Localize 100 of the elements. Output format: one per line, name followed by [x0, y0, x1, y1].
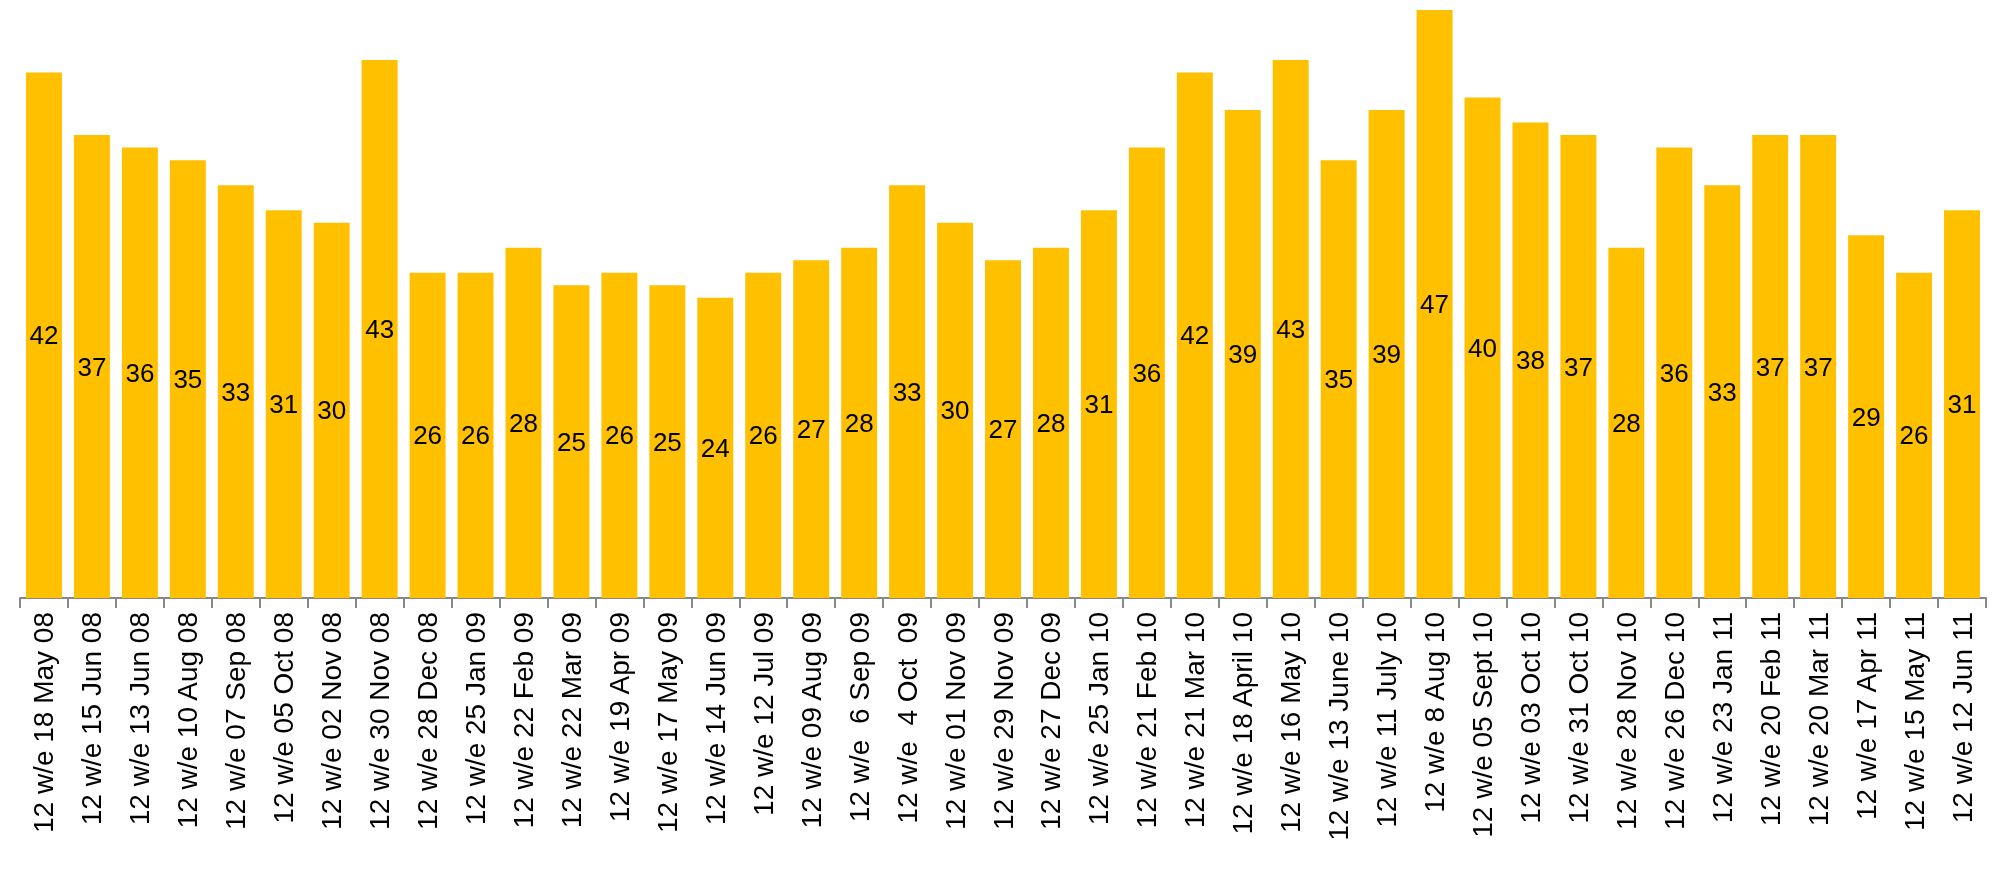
data-label: 35: [173, 364, 203, 395]
bar: [505, 247, 542, 598]
data-label: 36: [1132, 357, 1162, 388]
data-label: 35: [1324, 364, 1354, 395]
x-tick-label: 12 w/e 21 Mar 10: [1179, 612, 1211, 829]
bar: [1320, 160, 1357, 598]
x-tick-label: 12 w/e 12 Jul 09: [747, 612, 779, 816]
data-label: 31: [269, 389, 299, 420]
data-label: 31: [1947, 389, 1977, 420]
x-tick-label: 12 w/e 16 May 10: [1275, 612, 1307, 834]
bar: [1416, 10, 1453, 598]
bar: [457, 272, 494, 598]
bar: [1608, 247, 1645, 598]
bar: [1848, 235, 1885, 598]
data-label: 40: [1468, 332, 1497, 363]
x-tick-label: 12 w/e 15 Jun 08: [76, 612, 108, 826]
bar: [361, 60, 398, 598]
x-tick-label: 12 w/e 11 July 10: [1371, 612, 1403, 828]
x-tick-label: 12 w/e 28 Nov 10: [1610, 612, 1642, 830]
bar: [793, 260, 830, 598]
bar: [1032, 247, 1069, 598]
data-label: 39: [1228, 339, 1258, 370]
x-tick-label: 12 w/e 29 Nov 09: [987, 612, 1019, 830]
x-tick-label: 12 w/e 20 Feb 11: [1754, 612, 1786, 827]
x-tick-label: 12 w/e 15 May 11: [1898, 612, 1930, 831]
data-label: 27: [988, 414, 1018, 445]
data-label: 30: [317, 395, 347, 426]
x-tick-label: 12 w/e 26 Dec 10: [1658, 612, 1690, 830]
bar: [1224, 110, 1261, 598]
x-tick-label: 12 w/e 4 Oct 09: [891, 612, 923, 824]
x-tick-label: 12 w/e 22 Mar 09: [555, 612, 587, 829]
x-tick-label: 12 w/e 09 Aug 09: [795, 612, 827, 829]
data-label: 29: [1851, 401, 1881, 432]
bar: [265, 210, 302, 598]
x-tick-label: 12 w/e 30 Nov 08: [364, 612, 396, 830]
bar: [25, 72, 62, 598]
data-label: 38: [1516, 345, 1545, 376]
data-label: 28: [1036, 407, 1066, 438]
bar: [553, 285, 590, 598]
x-tick-label: 12 w/e 8 Aug 10: [1419, 612, 1451, 813]
x-tick-label: 12 w/e 07 Sep 08: [220, 612, 252, 830]
data-label: 33: [1707, 376, 1737, 407]
x-tick-label: 12 w/e 18 April 10: [1227, 612, 1259, 835]
bar: [745, 272, 782, 598]
bar: [697, 297, 734, 598]
data-label: 30: [940, 395, 970, 426]
bar: [1752, 135, 1789, 598]
data-label: 27: [796, 414, 826, 445]
bar: [1656, 147, 1693, 598]
data-label: 37: [1803, 351, 1833, 382]
bar: [985, 260, 1021, 598]
bar: [649, 285, 686, 598]
data-label: 33: [892, 376, 922, 407]
data-label: 25: [556, 426, 586, 457]
x-tick-label: 12 w/e 6 Sep 09: [843, 612, 875, 823]
x-tick-label: 12 w/e 25 Jan 09: [460, 612, 492, 826]
x-tick-label: 12 w/e 27 Dec 09: [1035, 612, 1067, 830]
data-label: 42: [1180, 320, 1210, 351]
bar: [121, 147, 158, 598]
bar: [313, 222, 350, 598]
x-tick-label: 12 w/e 12 Jun 11: [1946, 612, 1978, 824]
data-label: 26: [748, 420, 778, 451]
x-tick-label: 12 w/e 02 Nov 08: [316, 612, 348, 830]
data-label: 26: [1899, 420, 1929, 451]
x-tick-label: 12 w/e 23 Jan 11: [1706, 612, 1738, 824]
bar: [73, 135, 110, 598]
data-label: 26: [604, 420, 634, 451]
bar: [409, 272, 446, 598]
bar: [1704, 185, 1741, 598]
bar: [1464, 97, 1501, 598]
bar: [1560, 135, 1597, 598]
data-label: 37: [1755, 351, 1785, 382]
x-tick-label: 12 w/e 17 Apr 11: [1850, 612, 1882, 821]
data-label: 26: [461, 420, 490, 451]
bar: [1944, 210, 1981, 598]
data-label: 28: [844, 407, 874, 438]
x-tick-label: 12 w/e 25 Jan 10: [1083, 612, 1115, 826]
data-label: 26: [413, 420, 443, 451]
x-tick-label: 12 w/e 22 Feb 09: [507, 612, 539, 829]
data-label: 24: [700, 432, 730, 463]
data-label: 37: [1563, 351, 1593, 382]
data-label: 39: [1372, 339, 1402, 370]
data-label: 28: [509, 407, 538, 438]
data-label: 43: [365, 314, 395, 345]
bar: [841, 247, 878, 598]
x-tick-label: 12 w/e 05 Sept 10: [1467, 612, 1499, 838]
x-tick-label: 12 w/e 31 Oct 10: [1562, 612, 1594, 824]
x-tick-label: 12 w/e 28 Dec 08: [412, 612, 444, 830]
x-tick-label: 12 w/e 10 Aug 08: [172, 612, 204, 829]
x-tick-label: 12 w/e 19 Apr 09: [603, 612, 635, 823]
x-tick-label: 12 w/e 13 Jun 08: [124, 612, 156, 826]
bar: [1272, 60, 1309, 598]
data-label: 36: [125, 357, 155, 388]
data-label: 33: [221, 376, 251, 407]
bar: [1800, 135, 1837, 598]
x-tick-label: 12 w/e 14 Jun 09: [699, 612, 731, 826]
x-tick-label: 12 w/e 21 Feb 10: [1131, 612, 1163, 829]
data-label: 25: [652, 426, 682, 457]
bar: [1128, 147, 1165, 598]
x-tick-label: 12 w/e 03 Oct 10: [1514, 612, 1546, 824]
